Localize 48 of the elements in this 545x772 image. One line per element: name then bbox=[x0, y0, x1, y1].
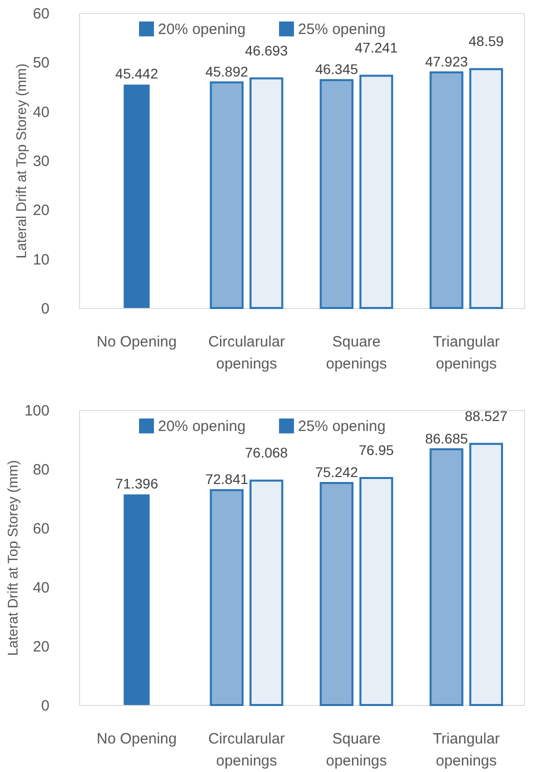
y-axis-title: Lateral Drift at Top Storey (mm) bbox=[12, 63, 29, 259]
data-label: 47.923 bbox=[425, 53, 468, 70]
data-label: 45.892 bbox=[205, 63, 248, 80]
y-tick-label: 50 bbox=[32, 54, 50, 72]
legend-label: 20% opening bbox=[158, 418, 246, 435]
x-tick-label: Square openings bbox=[326, 730, 387, 770]
bar bbox=[430, 448, 464, 706]
legend-label: 25% opening bbox=[298, 418, 386, 435]
data-label: 46.345 bbox=[315, 61, 358, 78]
data-label: 86.685 bbox=[425, 430, 468, 446]
bar bbox=[469, 442, 504, 706]
y-tick-label: 10 bbox=[32, 251, 50, 268]
data-label: 75.242 bbox=[315, 464, 358, 480]
data-label: 46.693 bbox=[244, 42, 288, 58]
data-label: 45.442 bbox=[115, 66, 158, 82]
y-tick-label: 80 bbox=[32, 462, 50, 478]
x-tick-label: Circularular openings bbox=[208, 730, 285, 770]
bar bbox=[320, 482, 354, 706]
legend-label: 25% opening bbox=[298, 20, 386, 38]
y-tick-label: 100 bbox=[24, 402, 50, 420]
y-tick-label: 30 bbox=[32, 153, 50, 170]
data-label: 88.527 bbox=[464, 408, 508, 424]
data-label: 76.068 bbox=[244, 444, 288, 461]
bar bbox=[359, 476, 394, 706]
data-label: 71.396 bbox=[115, 475, 158, 492]
bar bbox=[124, 494, 150, 705]
data-label: 76.95 bbox=[358, 442, 394, 458]
x-tick-label: Triangular openings bbox=[432, 730, 500, 770]
y-tick-label: 60 bbox=[32, 520, 50, 538]
legend-label: 20% opening bbox=[158, 20, 246, 38]
y-tick-label: 0 bbox=[41, 698, 50, 714]
y-tick-label: 0 bbox=[41, 300, 50, 318]
data-label: 48.59 bbox=[468, 33, 504, 50]
x-tick-label: No Opening bbox=[96, 730, 177, 748]
y-axis-title: Laterat Drift at Top Storey (mm) bbox=[4, 460, 20, 656]
data-label: 72.841 bbox=[205, 471, 248, 488]
y-tick-label: 20 bbox=[32, 638, 50, 656]
bar bbox=[210, 489, 244, 706]
data-label: 47.241 bbox=[354, 40, 398, 56]
y-tick-label: 40 bbox=[32, 580, 50, 596]
bar bbox=[250, 480, 284, 706]
y-tick-label: 60 bbox=[32, 6, 50, 22]
y-tick-label: 20 bbox=[32, 202, 50, 220]
x-tick-label: Square openings bbox=[326, 334, 387, 372]
x-tick-label: Circularular openings bbox=[208, 334, 285, 372]
x-tick-label: No Opening bbox=[96, 334, 177, 350]
x-tick-label: Triangular openings bbox=[432, 334, 500, 372]
y-tick-label: 40 bbox=[32, 104, 50, 121]
